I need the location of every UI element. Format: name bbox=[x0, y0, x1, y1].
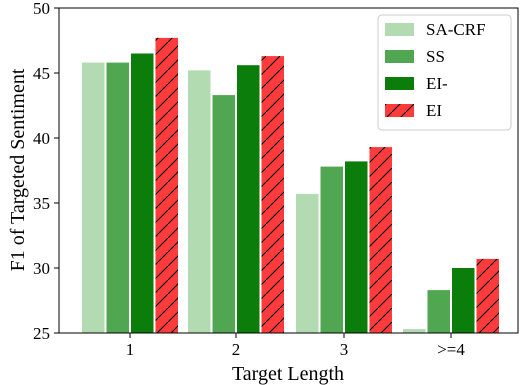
plot-frame bbox=[58, 7, 519, 334]
bar-hatch-overlay bbox=[261, 56, 284, 333]
y-axis-label: F1 of Targeted Sentiment bbox=[7, 68, 29, 271]
bar-hatch-overlay bbox=[369, 147, 392, 333]
y-tick-label: 35 bbox=[33, 194, 50, 213]
bar-ss-3 bbox=[320, 166, 343, 333]
bar-sa-crf-3 bbox=[296, 193, 319, 333]
bar-ei--2 bbox=[237, 65, 260, 333]
bar-hatch-overlay bbox=[155, 37, 178, 334]
legend-swatch-ss bbox=[385, 50, 414, 63]
legend-label: SA-CRF bbox=[426, 20, 486, 39]
bar-ss-1 bbox=[106, 62, 129, 333]
legend-swatch-ei- bbox=[385, 77, 414, 90]
legend: SA-CRF SS EI- EI bbox=[377, 14, 512, 131]
bar-sa-crf-1 bbox=[82, 62, 105, 333]
bar-hatch-overlay bbox=[476, 258, 499, 333]
y-tick-label: 25 bbox=[33, 324, 50, 343]
x-axis-label: Target Length bbox=[232, 363, 344, 385]
legend-swatch-hatch bbox=[385, 104, 414, 117]
y-tick-label: 50 bbox=[33, 0, 50, 18]
axes-group: 25 30 35 40 45 50 1 2 3 >=4 bbox=[33, 0, 519, 359]
bars-group bbox=[82, 37, 499, 334]
x-tick-label: 3 bbox=[340, 340, 349, 359]
y-tick-label: 30 bbox=[33, 259, 50, 278]
bar-ei--1 bbox=[131, 53, 154, 333]
bar-ss-2 bbox=[212, 95, 235, 333]
y-tick-label: 40 bbox=[33, 129, 50, 148]
y-tick-label: 45 bbox=[33, 64, 50, 83]
bar-ss-4 bbox=[427, 290, 450, 333]
legend-box bbox=[377, 14, 512, 131]
bar-sa-crf-4 bbox=[403, 329, 426, 333]
x-tick-label: 2 bbox=[232, 340, 241, 359]
legend-label: EI bbox=[426, 101, 442, 120]
x-tick-label: >=4 bbox=[437, 340, 465, 359]
x-tick-label: 1 bbox=[126, 340, 135, 359]
bar-ei--4 bbox=[452, 268, 475, 333]
bar-sa-crf-2 bbox=[188, 70, 211, 334]
legend-swatch-sa-crf bbox=[385, 23, 414, 36]
bar-ei--3 bbox=[345, 161, 368, 333]
legend-label: EI- bbox=[426, 74, 448, 93]
legend-label: SS bbox=[426, 47, 445, 66]
